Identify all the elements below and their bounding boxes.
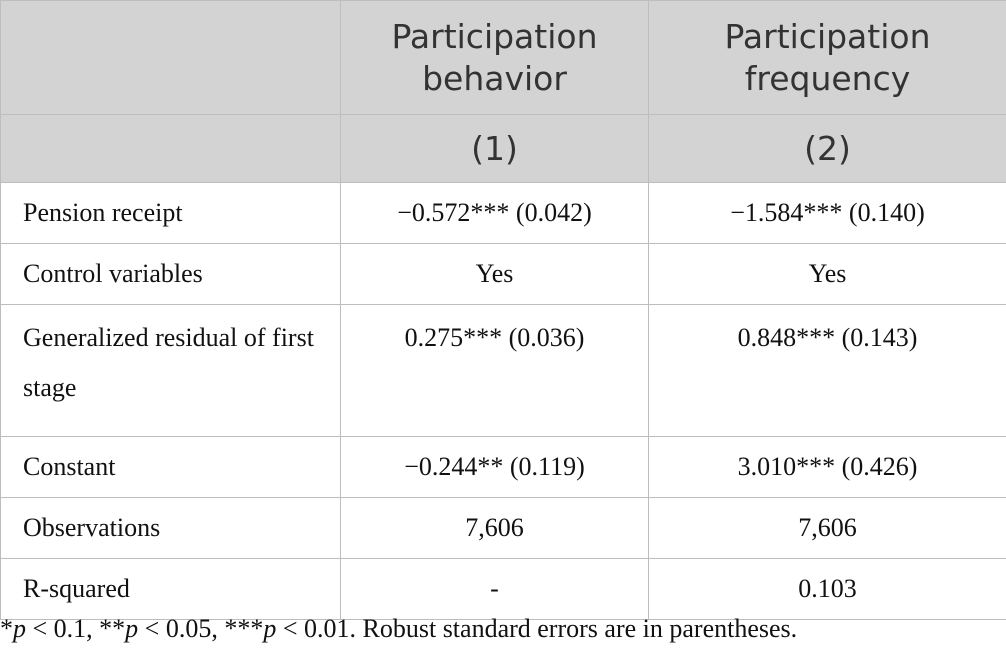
header-col1-title: Participation behavior [340, 0, 649, 115]
header-col2-number: (2) [648, 114, 1006, 183]
table-body: Pension receipt −0.572*** (0.042) −1.584… [0, 182, 1006, 620]
row-label: Constant [0, 436, 341, 498]
table-row: R-squared - 0.103 [0, 558, 1006, 620]
row-value-col2: 7,606 [648, 497, 1006, 559]
footnote-star: * [0, 614, 13, 643]
header-col2-title: Participation frequency [648, 0, 1006, 115]
row-label: Generalized residual of first stage [0, 304, 341, 437]
header-row-titles: Participation behavior Participation fre… [0, 0, 1006, 115]
row-value-col2: 3.010*** (0.426) [648, 436, 1006, 498]
row-label: Control variables [0, 243, 341, 305]
row-value-col1: 7,606 [340, 497, 649, 559]
table-row: Control variables Yes Yes [0, 243, 1006, 305]
header-corner-cell-2 [0, 114, 341, 183]
row-value-col2: 0.103 [648, 558, 1006, 620]
table-header: Participation behavior Participation fre… [0, 0, 1006, 183]
row-value-col1: Yes [340, 243, 649, 305]
footnote-text-2: < 0.05, *** [138, 614, 264, 643]
header-corner-cell [0, 0, 341, 115]
table-row: Generalized residual of first stage 0.27… [0, 304, 1006, 437]
row-value-col1: −0.244** (0.119) [340, 436, 649, 498]
table-row: Pension receipt −0.572*** (0.042) −1.584… [0, 182, 1006, 244]
row-label: R-squared [0, 558, 341, 620]
footnote-text-1: < 0.1, ** [26, 614, 126, 643]
row-value-col1: 0.275*** (0.036) [340, 304, 649, 437]
header-col1-number: (1) [340, 114, 649, 183]
footnote-p-symbol: p [263, 614, 277, 643]
row-value-col2: 0.848*** (0.143) [648, 304, 1006, 437]
table-footnote: *p < 0.1, **p < 0.05, ***p < 0.01. Robus… [0, 614, 797, 644]
table-row: Observations 7,606 7,606 [0, 497, 1006, 559]
row-value-col2: Yes [648, 243, 1006, 305]
row-value-col1: −0.572*** (0.042) [340, 182, 649, 244]
footnote-p-symbol: p [13, 614, 26, 643]
row-value-col1: - [340, 558, 649, 620]
row-label: Observations [0, 497, 341, 559]
row-label: Pension receipt [0, 182, 341, 244]
regression-table: Participation behavior Participation fre… [0, 0, 1006, 620]
table-row: Constant −0.244** (0.119) 3.010*** (0.42… [0, 436, 1006, 498]
header-row-numbers: (1) (2) [0, 114, 1006, 183]
footnote-p-symbol: p [125, 614, 139, 643]
row-value-col2: −1.584*** (0.140) [648, 182, 1006, 244]
footnote-text-3: < 0.01. Robust standard errors are in pa… [276, 614, 798, 643]
